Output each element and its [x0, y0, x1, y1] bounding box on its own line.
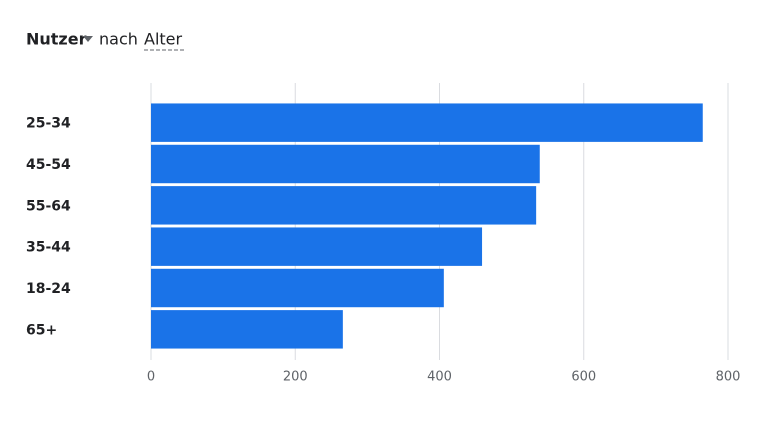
x-tick-label: 800 [716, 370, 741, 385]
y-tick-label: 55-64 [26, 198, 71, 214]
y-tick-label: 65+ [26, 322, 57, 338]
bar [151, 268, 444, 308]
y-tick-label: 35-44 [26, 240, 71, 256]
metric-selector[interactable]: Nutzer [26, 30, 87, 49]
bar [151, 186, 537, 225]
x-tick-label: 600 [571, 370, 596, 385]
bar [151, 144, 540, 184]
x-tick-label: 400 [427, 370, 452, 385]
x-tick-label: 200 [283, 370, 308, 385]
dropdown-arrow[interactable] [83, 36, 93, 42]
y-tick-label: 45-54 [26, 157, 71, 173]
dimension-selector[interactable]: Alter [144, 30, 183, 49]
y-tick-label: 25-34 [26, 116, 71, 132]
bar [151, 310, 343, 349]
y-tick-label: 18-24 [26, 281, 71, 297]
bar [151, 103, 703, 142]
x-tick-label: 0 [147, 370, 155, 385]
title-connector: nach [99, 30, 138, 49]
bar [151, 227, 483, 266]
